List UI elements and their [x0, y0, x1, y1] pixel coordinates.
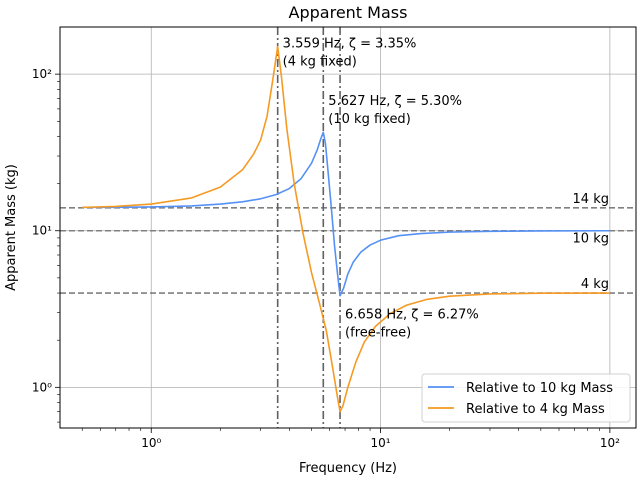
annotations: 14 kg 10 kg 4 kg 3.559 Hz, ζ = 3.35% (4 kg f… — [283, 36, 609, 340]
legend-label: Relative to 10 kg Mass — [466, 381, 613, 396]
x-tick-label: 10⁰ — [141, 436, 161, 450]
x-tick-label: 10¹ — [371, 436, 391, 450]
legend: Relative to 10 kg Mass Relative to 4 kg M… — [421, 373, 631, 423]
x-axis-label: Frequency (Hz) — [299, 461, 397, 476]
horizontal-reference-label: 4 kg — [581, 277, 609, 292]
y-axis-label: Apparent Mass (kg) — [4, 164, 19, 291]
plot-frame — [59, 26, 637, 429]
chart-title: Apparent Mass — [289, 3, 408, 22]
series-lines — [82, 45, 610, 413]
y-tick-label: 10¹ — [32, 224, 52, 238]
horizontal-reference-label: 14 kg — [573, 192, 609, 207]
resonance-sublabel: (10 kg fixed) — [328, 112, 410, 127]
grid-lines — [60, 27, 636, 428]
resonance-label: 5.627 Hz, ζ = 5.30% — [328, 94, 462, 109]
y-tick-label: 10² — [32, 67, 52, 81]
resonance-label: 3.559 Hz, ζ = 3.35% — [283, 36, 417, 51]
reference-lines — [60, 27, 636, 428]
series-line — [82, 45, 610, 413]
legend-label: Relative to 4 kg Mass — [466, 402, 605, 417]
resonance-label: 6.658 Hz, ζ = 6.27% — [345, 307, 479, 322]
legend-box — [421, 373, 631, 423]
resonance-sublabel: (4 kg fixed) — [283, 54, 357, 69]
x-tick-label: 10² — [600, 436, 620, 450]
horizontal-reference-label: 10 kg — [573, 232, 609, 247]
axis-ticks: 10⁰ 10¹ 10² 10⁰ 10¹ 10² — [32, 67, 620, 450]
resonance-sublabel: (free-free) — [345, 325, 411, 340]
y-tick-label: 10⁰ — [32, 380, 52, 394]
series-line — [82, 131, 610, 297]
